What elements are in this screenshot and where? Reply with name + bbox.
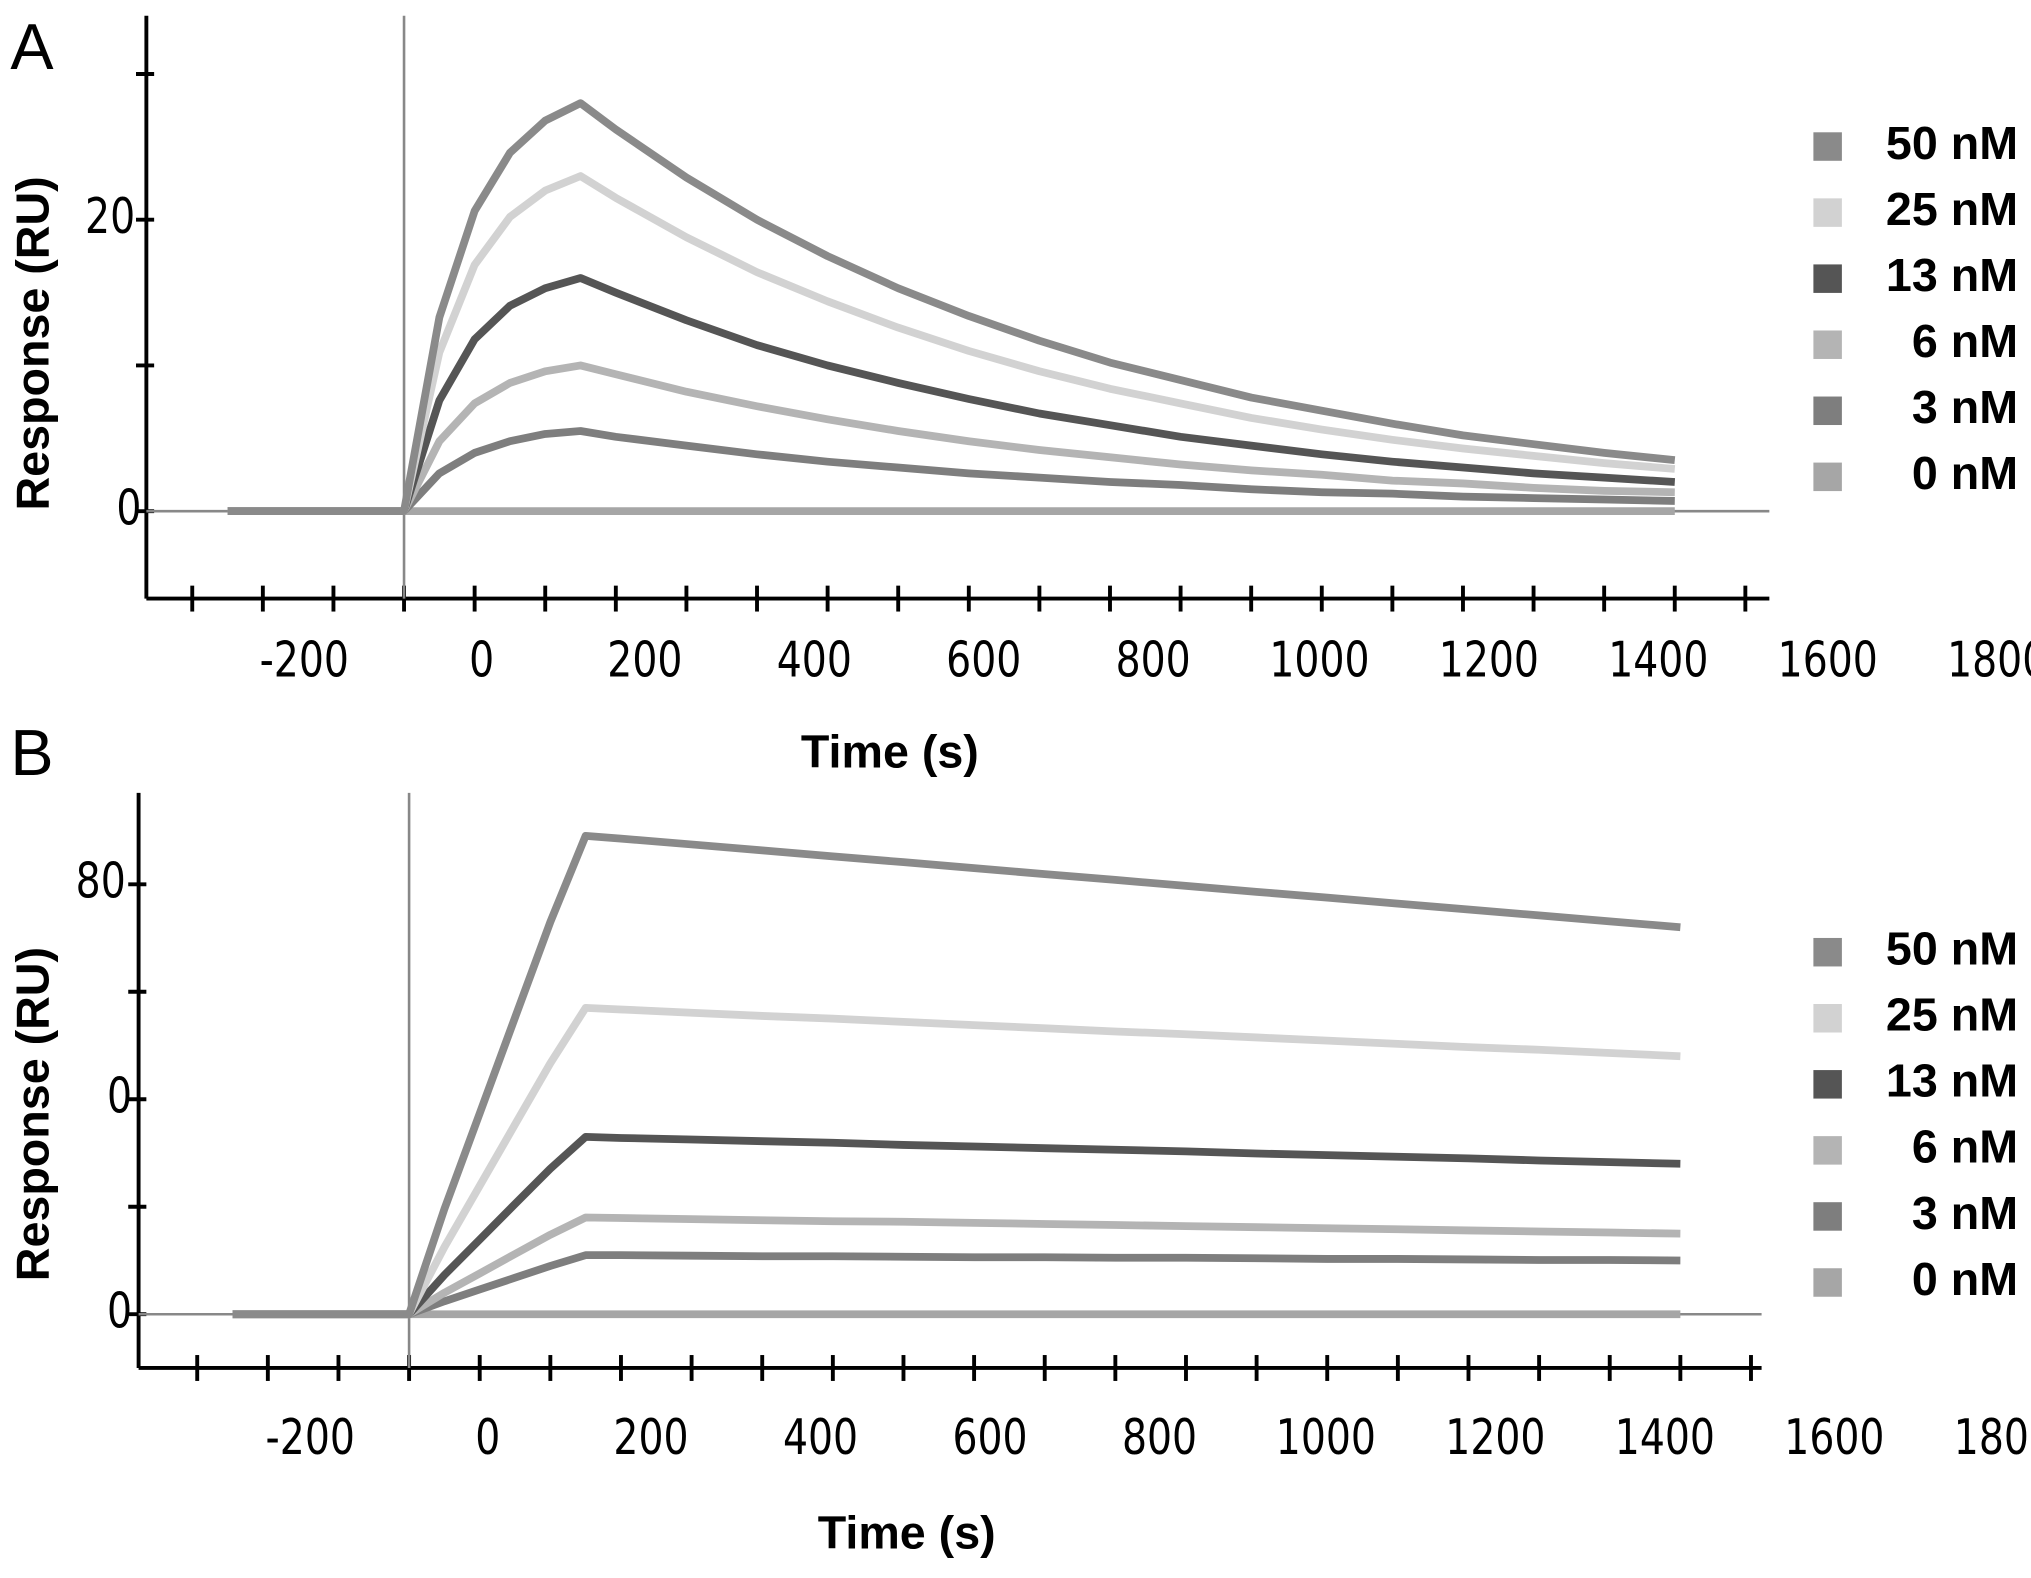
x-tick-label: 600 (952, 1409, 1027, 1466)
legend-swatch (1813, 264, 1842, 293)
series-line (227, 99, 1676, 516)
x-tick-label: 400 (783, 1409, 858, 1466)
legend-swatch (1813, 1136, 1842, 1165)
panel-label: B (10, 716, 53, 789)
legend-swatch (1813, 198, 1842, 227)
legend-label: 3 nM (1912, 381, 2018, 433)
x-tick-label: 1800 (1954, 1409, 2031, 1466)
legend-swatch (1813, 330, 1842, 359)
legend-swatch (1813, 396, 1842, 426)
legend-swatch (1813, 132, 1842, 161)
legend-label: 0 nM (1912, 1253, 2018, 1305)
legend-swatch (1813, 1004, 1842, 1033)
legend-label: 25 nM (1886, 989, 2018, 1041)
series-line (227, 172, 1676, 516)
legend-label: 25 nM (1886, 183, 2018, 235)
legend-label: 13 nM (1886, 1055, 2018, 1107)
x-tick-label: 1600 (1778, 631, 1878, 688)
x-tick-label: 1800 (1947, 631, 2031, 688)
series-line (232, 1251, 1681, 1319)
x-axis-title: Time (s) (801, 726, 979, 778)
x-tick-label: 1000 (1269, 631, 1369, 688)
legend-label: 3 nM (1912, 1187, 2018, 1239)
x-tick-label: 400 (777, 631, 852, 688)
x-tick-label: 0 (475, 1409, 500, 1466)
series-line (227, 427, 1675, 516)
legend-label: 50 nM (1886, 117, 2018, 169)
legend-swatch (1813, 1202, 1842, 1231)
x-tick-label: 200 (613, 1409, 688, 1466)
x-tick-label: 200 (607, 631, 682, 688)
series-line (227, 274, 1676, 516)
panel-label: A (10, 10, 54, 83)
x-tick-label: 1000 (1276, 1409, 1376, 1466)
series-line (232, 832, 1681, 1319)
y-tick-label: 0 (116, 479, 141, 536)
y-tick-label: 80 (76, 852, 126, 909)
series-line (227, 361, 1675, 516)
x-axis-title: Time (s) (818, 1507, 996, 1559)
x-tick-label: 1200 (1445, 1409, 1545, 1466)
y-axis-title: Response (RU) (7, 947, 59, 1281)
x-tick-label: 600 (946, 631, 1021, 688)
legend-label: 6 nM (1912, 1121, 2018, 1173)
y-tick-label: 0 (107, 1067, 132, 1124)
legend-swatch (1813, 1268, 1842, 1297)
legend-label: 0 nM (1912, 447, 2018, 499)
x-tick-label: -200 (266, 1409, 355, 1466)
series-line (232, 1004, 1681, 1319)
x-tick-label: 1200 (1439, 631, 1539, 688)
legend-label: 50 nM (1886, 923, 2018, 975)
legend-label: 6 nM (1912, 315, 2018, 367)
x-tick-label: 1400 (1615, 1409, 1715, 1466)
legend-label: 13 nM (1886, 249, 2018, 301)
legend-swatch (1813, 462, 1842, 492)
x-tick-label: 1600 (1784, 1409, 1884, 1466)
x-tick-label: 800 (1116, 631, 1191, 688)
y-axis-title: Response (RU) (7, 176, 59, 510)
x-tick-label: 0 (469, 631, 494, 688)
series-line (232, 1133, 1681, 1319)
x-tick-label: 1400 (1608, 631, 1708, 688)
series-line (232, 1213, 1681, 1319)
x-tick-label: 800 (1122, 1409, 1197, 1466)
y-tick-label: 0 (107, 1282, 132, 1339)
legend-swatch (1813, 1070, 1842, 1099)
y-tick-label: 20 (85, 188, 135, 245)
x-tick-label: -200 (260, 631, 349, 688)
legend-swatch (1813, 937, 1842, 967)
